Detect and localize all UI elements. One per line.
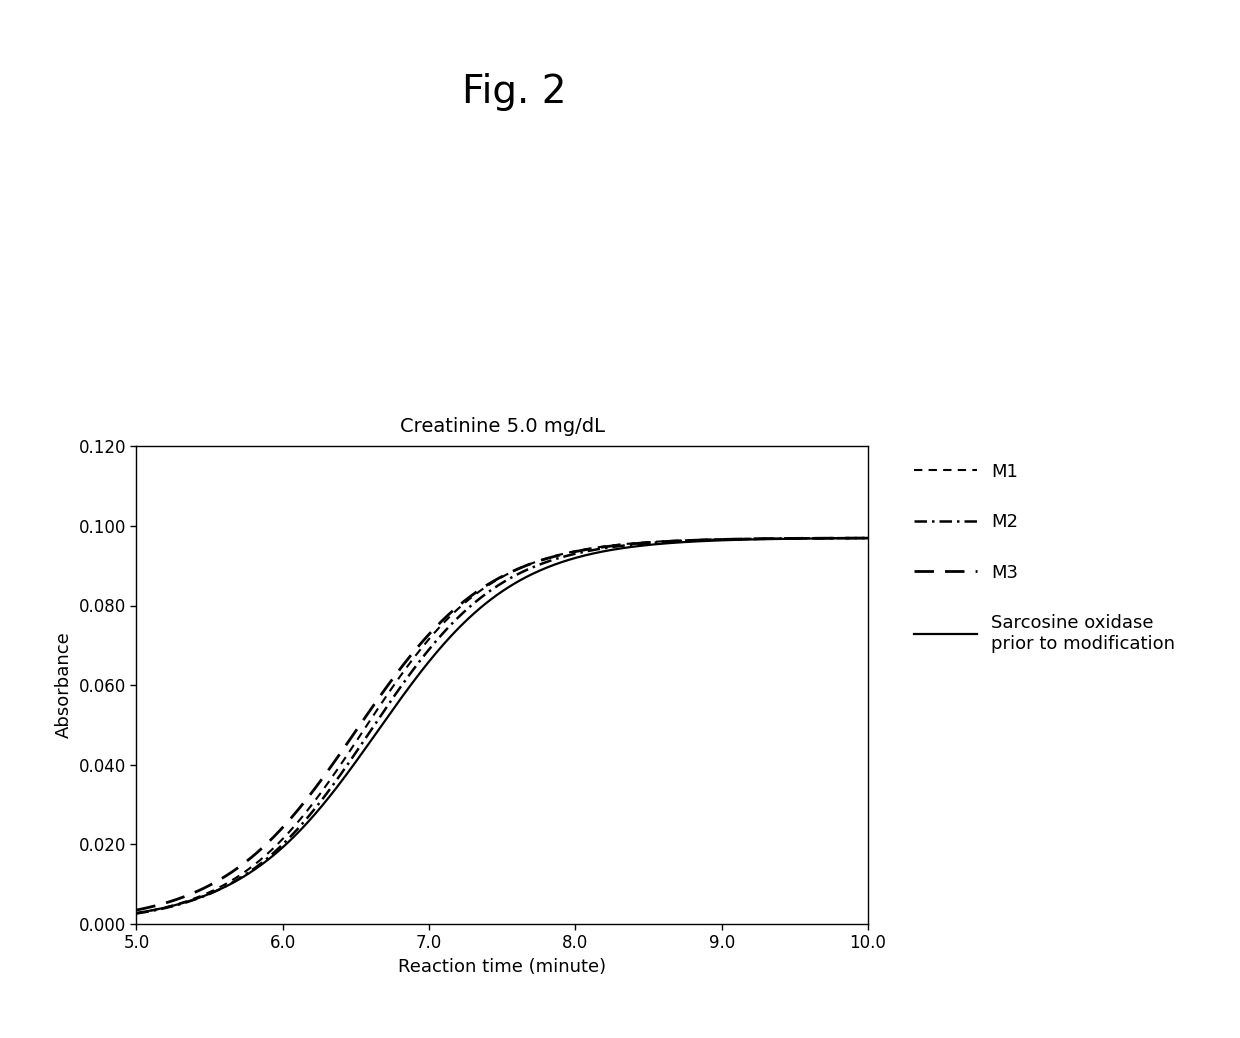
Text: Fig. 2: Fig. 2 — [463, 73, 567, 111]
X-axis label: Reaction time (minute): Reaction time (minute) — [398, 958, 606, 976]
Title: Creatinine 5.0 mg/dL: Creatinine 5.0 mg/dL — [399, 417, 605, 436]
Y-axis label: Absorbance: Absorbance — [55, 632, 73, 738]
Legend: M1, M2, M3, Sarcosine oxidase
prior to modification: M1, M2, M3, Sarcosine oxidase prior to m… — [906, 456, 1183, 660]
